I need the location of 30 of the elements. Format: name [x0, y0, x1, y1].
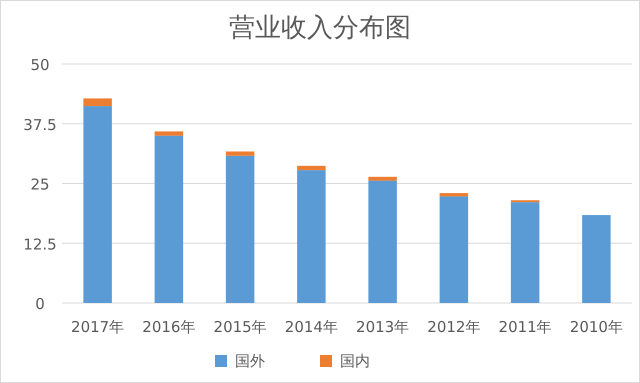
legend-label: 国内: [340, 352, 370, 370]
y-tick-label: 25: [30, 176, 50, 194]
bar: [582, 215, 611, 303]
bar: [368, 180, 397, 303]
y-tick-label: 12.5: [23, 235, 57, 254]
x-tick-label: 2010年: [570, 318, 623, 336]
y-tick-label: 50: [30, 56, 50, 74]
x-tick-label: 2011年: [498, 318, 552, 336]
bar: [83, 98, 112, 106]
bar: [154, 136, 184, 303]
bar: [83, 106, 112, 303]
bar: [440, 193, 468, 196]
bar: [226, 156, 254, 303]
bar: [510, 202, 540, 303]
x-tick-label: 2014年: [284, 318, 338, 336]
bar: [297, 170, 326, 303]
bar: [297, 166, 326, 170]
x-tick-label: 2016年: [142, 318, 196, 336]
bar: [226, 151, 254, 156]
bar: [154, 131, 184, 136]
bar: [368, 176, 397, 181]
y-tick-label: 37.5: [23, 116, 57, 134]
legend-label: 国外: [235, 352, 265, 370]
bar: [440, 196, 468, 303]
x-tick-label: 2015年: [214, 318, 267, 336]
chart-title: 营业收入分布图: [229, 13, 411, 43]
x-tick-label: 2017年: [71, 318, 124, 336]
y-tick-label: 0: [35, 295, 45, 313]
x-tick-label: 2012年: [427, 318, 480, 336]
x-tick-label: 2013年: [356, 318, 410, 336]
